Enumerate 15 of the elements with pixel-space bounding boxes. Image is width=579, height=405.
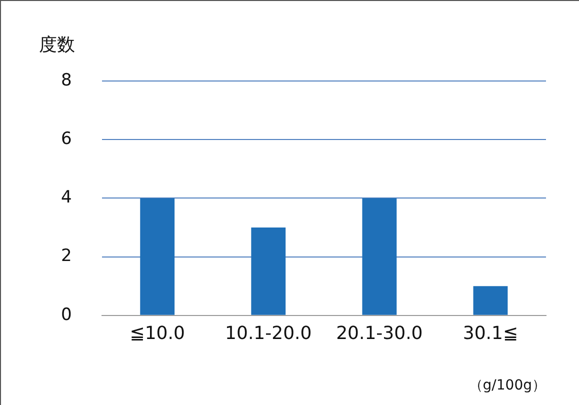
bar (362, 198, 397, 315)
x-tick-label: 10.1-20.0 (225, 322, 312, 344)
y-tick-label: 8 (60, 70, 72, 90)
x-tick-label: ≦10.0 (130, 322, 185, 344)
y-tick-label: 6 (60, 129, 72, 150)
y-tick-label: 4 (60, 188, 72, 208)
bar (473, 286, 508, 315)
y-axis-title: 度数 (39, 34, 75, 56)
y-tick-label: 2 (60, 246, 72, 266)
x-tick-label: 30.1≦ (462, 322, 518, 344)
x-axis-title: （g/100g） (468, 378, 546, 394)
y-tick-label: 0 (60, 304, 72, 325)
bar (251, 228, 286, 315)
bar (140, 198, 175, 315)
x-tick-label: 20.1-30.0 (336, 322, 423, 344)
